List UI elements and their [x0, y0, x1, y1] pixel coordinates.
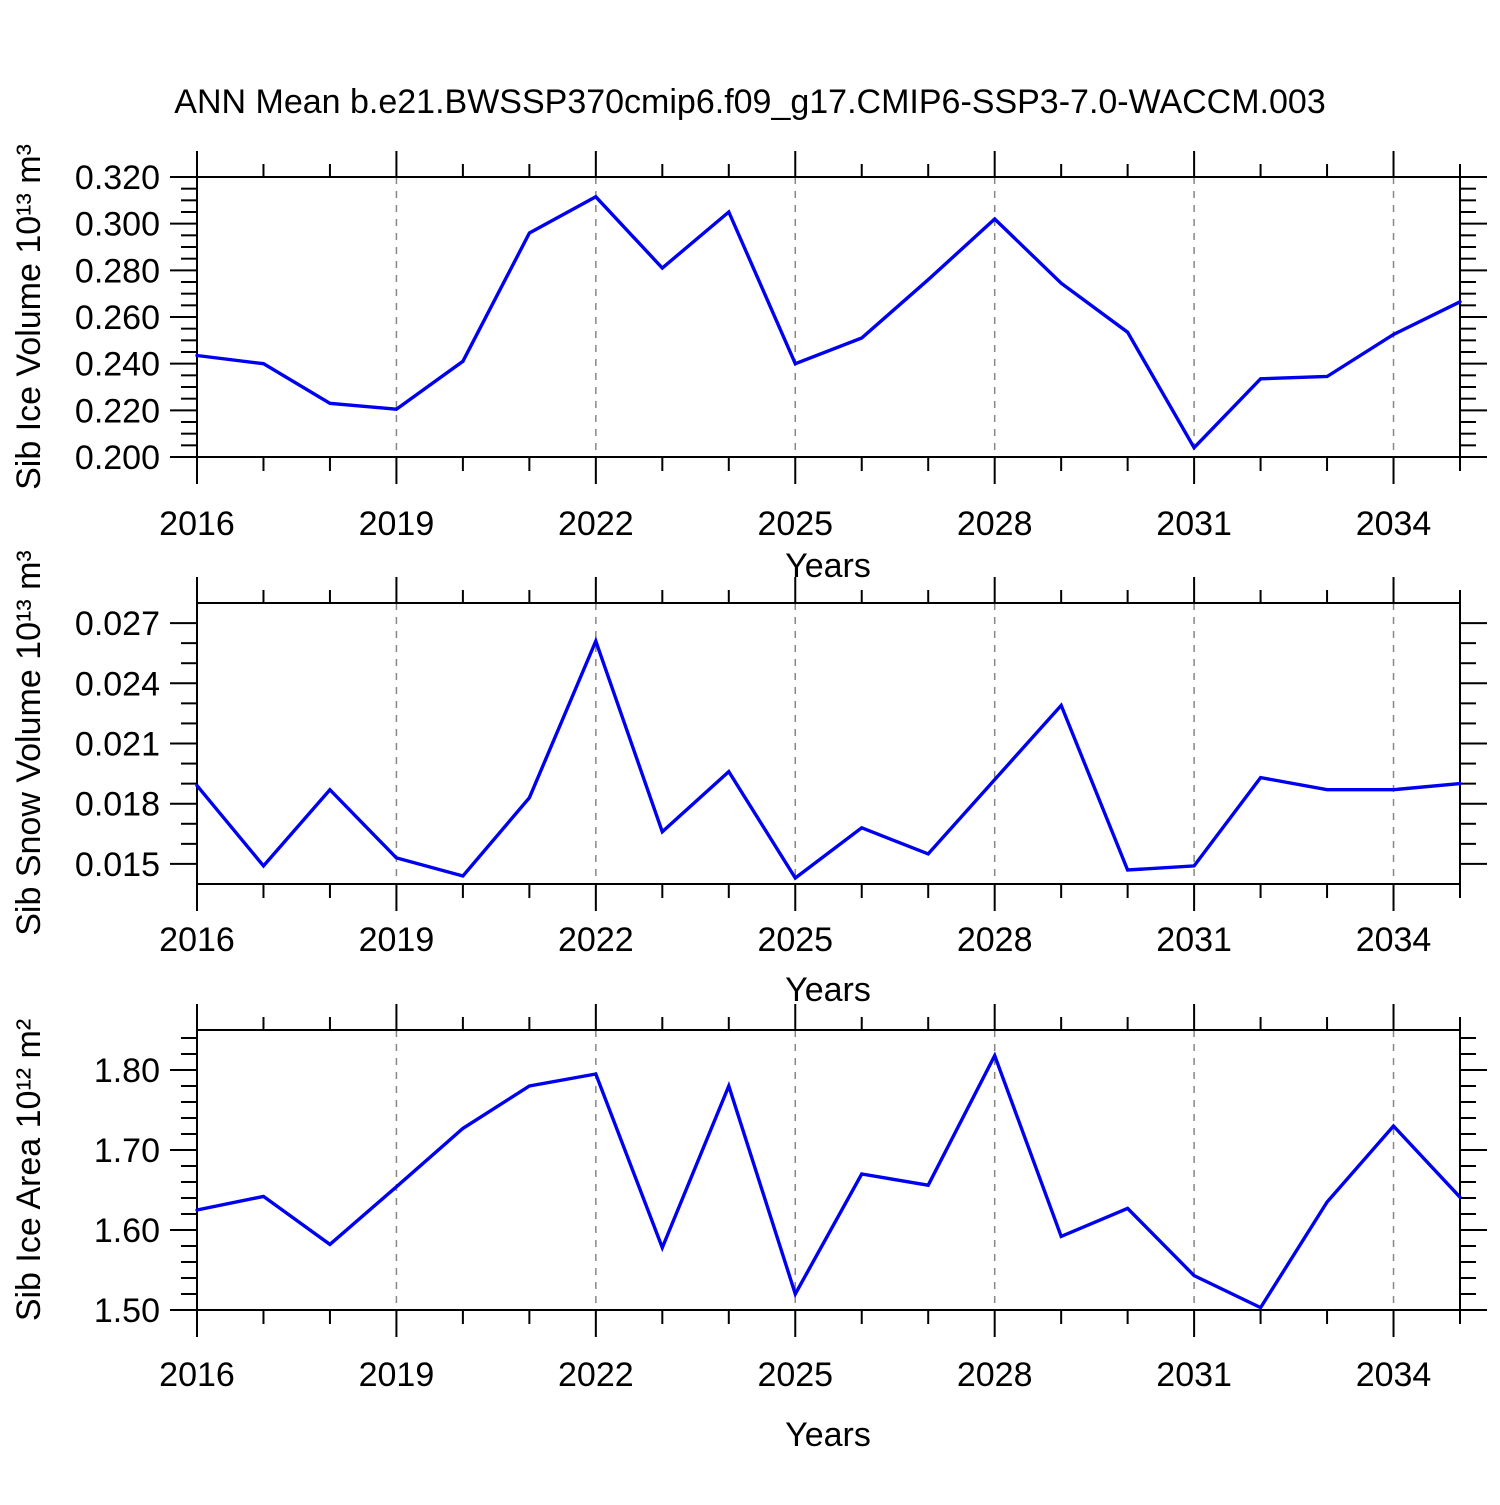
y-tick-label: 0.200 — [75, 439, 160, 477]
x-tick-label: 2019 — [359, 921, 435, 959]
plot-border — [196, 602, 1461, 885]
x-tick-label: 2016 — [159, 921, 235, 959]
x-tick-label: 2028 — [957, 921, 1033, 959]
x-tick-label: 2028 — [957, 1356, 1033, 1394]
y-tick-label: 0.280 — [75, 252, 160, 290]
x-tick-label: 2016 — [159, 1356, 235, 1394]
x-axis-title-panel2: Years — [785, 971, 871, 1009]
panel-sib-ice-volume: 2016 2019 2022 2025 2028 2031 2034 0.200 0.220 0.… — [75, 151, 1487, 543]
x-tick-label: 2022 — [558, 505, 634, 543]
x-tick-label: 2034 — [1356, 1356, 1432, 1394]
x-tick-label: 2028 — [957, 505, 1033, 543]
y-tick-label: 0.260 — [75, 299, 160, 337]
y-tick-label: 1.60 — [94, 1212, 160, 1250]
y-tick-label: 1.80 — [94, 1052, 160, 1090]
x-tick-label: 2019 — [359, 1356, 435, 1394]
chart-title: ANN Mean b.e21.BWSSP370cmip6.f09_g17.CMI… — [174, 83, 1325, 121]
y-tick-label: 0.240 — [75, 346, 160, 384]
y-tick-label: 0.024 — [75, 665, 160, 703]
y-tick-label: 0.015 — [75, 846, 160, 884]
x-tick-label: 2031 — [1156, 921, 1232, 959]
x-axis-title-panel1: Years — [785, 547, 871, 585]
panel-sib-snow-volume: 2016 2019 2022 2025 2028 2031 2034 0.015 0.018 0.… — [75, 577, 1487, 959]
data-line-sib-ice-area — [195, 1051, 1462, 1310]
x-tick-label: 2025 — [757, 921, 833, 959]
x-tick-label: 2025 — [757, 1356, 833, 1394]
y-axis-title-ice-volume: Sib Ice Volume 10¹³ m³ — [10, 144, 48, 490]
y-tick-label: 0.021 — [75, 726, 160, 764]
plot-border — [196, 1029, 1461, 1311]
x-tick-label: 2022 — [558, 921, 634, 959]
data-line-sib-snow-volume — [195, 636, 1462, 881]
x-tick-label: 2019 — [359, 505, 435, 543]
panel-sib-ice-area: 2016 2019 2022 2025 2028 2031 2034 1.50 1.60 1.70… — [94, 1004, 1487, 1394]
y-tick-label: 1.70 — [94, 1132, 160, 1170]
plot-border — [196, 176, 1461, 458]
y-tick-label: 0.320 — [75, 159, 160, 197]
y-axis-title-snow-volume: Sib Snow Volume 10¹³ m³ — [10, 550, 48, 936]
data-line-sib-ice-volume — [195, 194, 1462, 451]
x-tick-label: 2022 — [558, 1356, 634, 1394]
x-tick-label: 2025 — [757, 505, 833, 543]
y-tick-label: 0.300 — [75, 206, 160, 244]
x-tick-label: 2016 — [159, 505, 235, 543]
y-tick-label: 1.50 — [94, 1292, 160, 1330]
y-tick-label: 0.220 — [75, 392, 160, 430]
x-tick-label: 2034 — [1356, 505, 1432, 543]
y-tick-label: 0.018 — [75, 786, 160, 824]
x-tick-label: 2034 — [1356, 921, 1432, 959]
x-axis-title-panel3: Years — [785, 1416, 871, 1454]
y-tick-label: 0.027 — [75, 605, 160, 643]
x-tick-label: 2031 — [1156, 1356, 1232, 1394]
x-tick-label: 2031 — [1156, 505, 1232, 543]
y-axis-title-ice-area: Sib Ice Area 10¹² m² — [10, 1019, 48, 1321]
